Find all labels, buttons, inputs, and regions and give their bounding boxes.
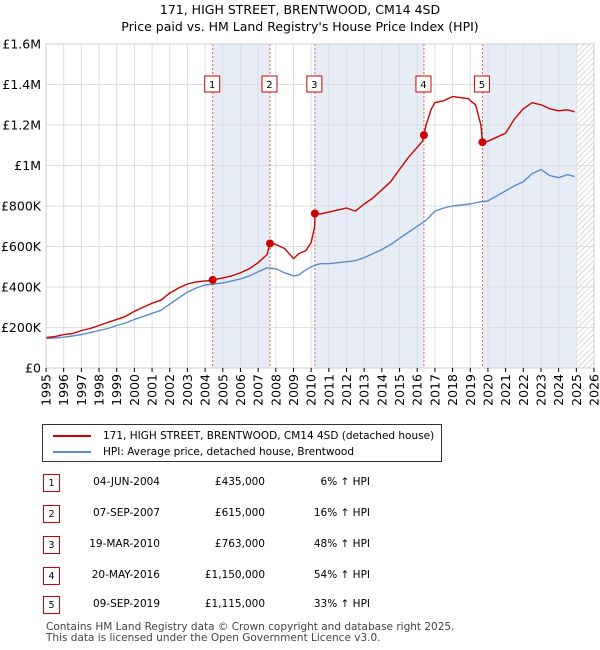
x-tick-label: 2006 [233,374,248,406]
x-tick-label: 2021 [498,374,513,406]
x-tick-label: 2001 [145,374,160,406]
sale-price: £1,115,000 [204,598,265,610]
sale-date: 09-SEP-2019 [92,598,160,610]
sale-hpi-diff: 54% ↑ HPI [313,569,370,581]
price-chart: 1 2 3 4 5 £0 £200K £400K £600K £800K £1M £1.2M £1.4… [1,37,600,406]
legend-label-hpi: HPI: Average price, detached house, Bren… [103,446,354,458]
sale-date: 07-SEP-2007 [92,507,160,519]
sale-label-text: 3 [311,80,317,91]
x-tick-label: 2017 [427,374,442,406]
sale-label-box [473,75,490,93]
y-tick-label: £1.6M [2,37,41,52]
sale-hpi-diff: 6% ↑ HPI [320,476,370,488]
y-tick-label: £800K [1,199,42,214]
legend-item-property: 171, HIGH STREET, BRENTWOOD, CM14 4SD (d… [53,428,434,444]
x-tick-label: 1995 [39,374,54,406]
x-tick-label: 2007 [251,374,266,406]
x-tick-label: 2024 [551,374,566,406]
sale-date: 04-JUN-2004 [93,476,160,488]
x-tick-label: 2020 [480,374,495,406]
sale-price: £615,000 [214,507,265,519]
sale-number-badge: 4 [43,567,60,585]
x-tick-label: 2015 [392,374,407,406]
x-tick-label: 2004 [198,374,213,406]
sale-point [265,239,274,248]
x-tick-label: 2013 [357,374,372,406]
x-tick-label: 2012 [339,374,354,406]
x-tick-label: 2008 [268,374,283,406]
sale-hpi-diff: 16% ↑ HPI [313,507,370,519]
x-tick-label: 2014 [374,374,389,406]
x-tick-label: 2026 [587,374,600,406]
sale-label-text: 4 [420,80,426,91]
chart-title: 171, HIGH STREET, BRENTWOOD, CM14 4SD [159,2,441,17]
sale-date: 19-MAR-2010 [89,538,160,550]
y-tick-label: £0 [25,361,41,376]
x-tick-label: 2022 [516,374,531,406]
x-tick-label: 2016 [410,374,425,406]
sale-number-badge: 3 [43,536,60,554]
x-tick-label: 2019 [463,374,478,406]
sale-label-box [204,75,221,93]
y-tick-label: £400K [1,280,42,295]
footer-line-licence: This data is licensed under the Open Gov… [46,632,381,644]
x-tick-label: 1998 [92,374,107,406]
x-tick-label: 1999 [109,374,124,406]
footer-attribution: Contains HM Land Registry data © Crown c… [46,622,454,644]
sale-hpi-diff: 33% ↑ HPI [313,598,370,610]
y-tick-label: £1.2M [2,118,41,133]
chart-legend: 171, HIGH STREET, BRENTWOOD, CM14 4SD (d… [42,424,442,462]
x-tick-label: 2010 [304,374,319,406]
sale-label-text: 5 [479,80,485,91]
footer-line-copyright: Contains HM Land Registry data © Crown c… [46,621,455,633]
sale-number-badge: 2 [43,505,60,523]
sale-label-box [261,75,278,93]
x-tick-label: 1997 [74,374,89,406]
y-tick-label: £600K [1,239,42,254]
sale-point [478,138,487,147]
legend-label-property: 171, HIGH STREET, BRENTWOOD, CM14 4SD (d… [103,430,435,442]
sale-price: £435,000 [214,476,265,488]
sale-price: £763,000 [214,538,265,550]
x-tick-label: 2005 [215,374,230,406]
sale-price: £1,150,000 [204,569,265,581]
chart-subtitle: Price paid vs. HM Land Registry's House … [121,19,479,34]
x-tick-label: 2000 [127,374,142,406]
plot-frame [45,43,595,369]
sale-number-badge: 1 [43,474,60,492]
y-tick-label: £200K [1,320,42,335]
sale-number-badge: 5 [43,596,60,614]
x-tick-label: 2003 [180,374,195,406]
sale-hpi-diff: 48% ↑ HPI [313,538,370,550]
sale-label-box [415,75,432,93]
x-tick-label: 1996 [56,374,71,406]
y-tick-label: £1M [14,158,41,173]
sale-label-box [306,75,323,93]
legend-item-hpi: HPI: Average price, detached house, Bren… [53,444,354,460]
legend-swatch-blue [53,451,91,453]
x-tick-label: 2009 [286,374,301,406]
x-tick-label: 2023 [533,374,548,406]
sale-point [310,209,319,218]
legend-swatch-red [53,435,91,437]
x-tick-label: 2011 [321,374,336,406]
sale-label-text: 1 [209,80,215,91]
sale-point [419,131,428,140]
x-tick-label: 2002 [162,374,177,406]
sale-label-text: 2 [266,80,272,91]
sale-point [208,275,217,284]
x-tick-label: 2018 [445,374,460,406]
sale-date: 20-MAY-2016 [91,569,160,581]
y-tick-label: £1.4M [2,77,41,92]
x-tick-label: 2025 [569,374,584,406]
hpi-line [45,168,575,340]
